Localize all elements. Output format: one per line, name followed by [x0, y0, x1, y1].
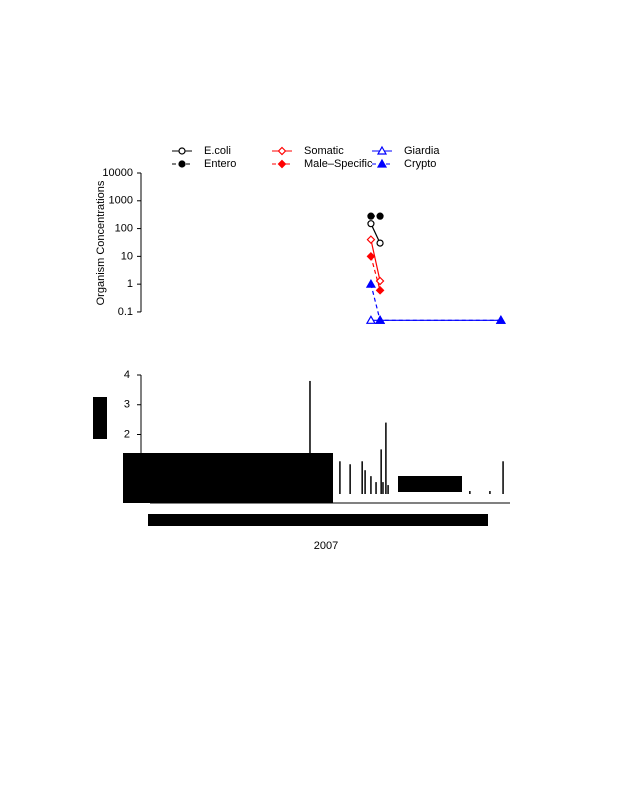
- marker: [376, 145, 388, 155]
- legend-label: Crypto: [404, 158, 436, 170]
- marker: [376, 239, 384, 247]
- marker: [367, 212, 375, 220]
- marker: [178, 160, 186, 168]
- marker: [375, 285, 385, 295]
- bar: [349, 464, 351, 494]
- bar: [502, 461, 504, 494]
- bar: [385, 422, 387, 494]
- y-tick-label: 0.1: [118, 306, 133, 318]
- legend-label: Somatic: [304, 145, 344, 157]
- y-axis-label: Organism Concentrations: [95, 180, 107, 305]
- marker: [376, 212, 384, 220]
- y-tick-label: 100: [115, 222, 133, 234]
- bar: [364, 470, 366, 494]
- y-tick-label: 4: [124, 369, 130, 381]
- bar: [370, 476, 372, 494]
- y-tick-label: 1000: [109, 195, 133, 207]
- marker: [277, 146, 287, 156]
- marker: [495, 315, 506, 324]
- x-axis-label: 2007: [314, 540, 338, 552]
- y-tick-label: 10: [121, 250, 133, 262]
- marker: [178, 147, 186, 155]
- bar: [339, 461, 341, 494]
- bar: [387, 485, 389, 494]
- y-tick-label: 10000: [102, 167, 133, 179]
- legend-label: E.coli: [204, 145, 231, 157]
- bar: [361, 461, 363, 494]
- marker: [367, 220, 375, 228]
- bar: [469, 491, 471, 494]
- marker: [375, 315, 386, 324]
- redaction: [148, 514, 488, 526]
- legend-label: Entero: [204, 158, 236, 170]
- marker: [366, 252, 376, 261]
- marker: [376, 158, 388, 168]
- marker: [366, 235, 376, 244]
- series-line: [370, 239, 381, 282]
- bar: [382, 482, 384, 494]
- redaction: [93, 397, 107, 439]
- redaction: [123, 453, 333, 503]
- bar: [489, 491, 491, 494]
- marker: [365, 278, 376, 288]
- y-tick-label: 2: [124, 428, 130, 440]
- redaction: [398, 476, 462, 492]
- y-tick-label: 3: [124, 399, 130, 411]
- bar: [375, 482, 377, 494]
- legend-label: Male–Specific: [304, 158, 373, 170]
- marker: [365, 315, 376, 324]
- bar: [309, 380, 311, 494]
- bar: [380, 449, 382, 494]
- y-tick-label: 1: [127, 278, 133, 290]
- legend-label: Giardia: [404, 145, 440, 157]
- marker: [277, 159, 287, 169]
- series-line: [370, 256, 381, 291]
